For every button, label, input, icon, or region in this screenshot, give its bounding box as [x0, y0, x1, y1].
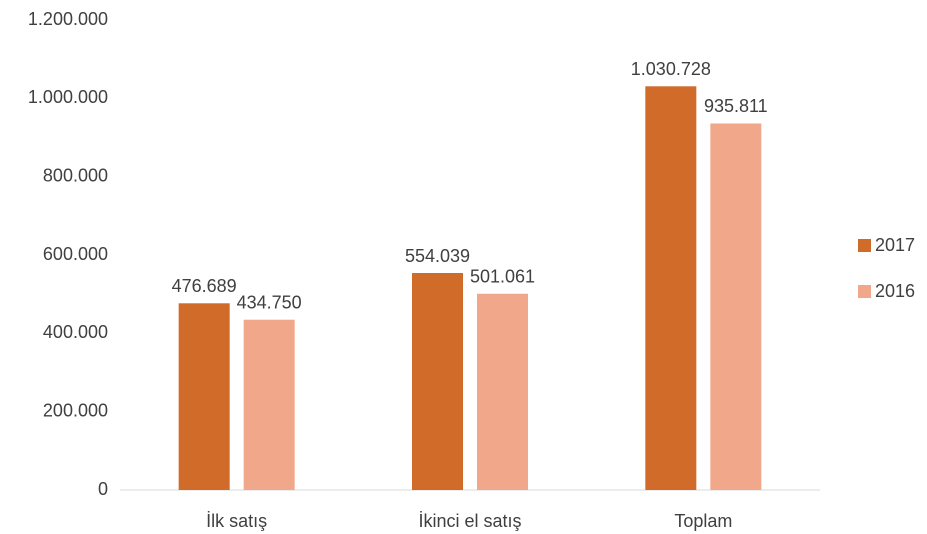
y-tick-label: 800.000 [43, 165, 108, 185]
y-tick-label: 1.200.000 [28, 9, 108, 29]
legend-swatch [858, 285, 871, 298]
bar [412, 273, 463, 490]
bar [645, 86, 697, 490]
value-label: 476.689 [172, 276, 237, 296]
y-tick-label: 400.000 [43, 322, 108, 342]
bar [243, 319, 295, 490]
value-label: 501.061 [470, 267, 535, 287]
bar [178, 303, 230, 490]
x-tick-label: Toplam [674, 511, 732, 531]
bar [710, 123, 762, 490]
value-label: 1.030.728 [631, 59, 711, 79]
y-tick-label: 200.000 [43, 400, 108, 420]
legend-label: 2016 [875, 281, 915, 301]
y-tick-label: 0 [98, 479, 108, 499]
legend-swatch [858, 239, 871, 252]
y-tick-label: 1.000.000 [28, 87, 108, 107]
value-label: 434.750 [237, 292, 302, 312]
legend-label: 2017 [875, 235, 915, 255]
y-tick-label: 600.000 [43, 244, 108, 264]
bar [477, 293, 528, 490]
x-tick-label: İlk satış [206, 511, 267, 531]
value-label: 554.039 [405, 246, 470, 266]
value-label: 935.811 [704, 96, 768, 116]
x-tick-label: İkinci el satış [418, 511, 521, 531]
